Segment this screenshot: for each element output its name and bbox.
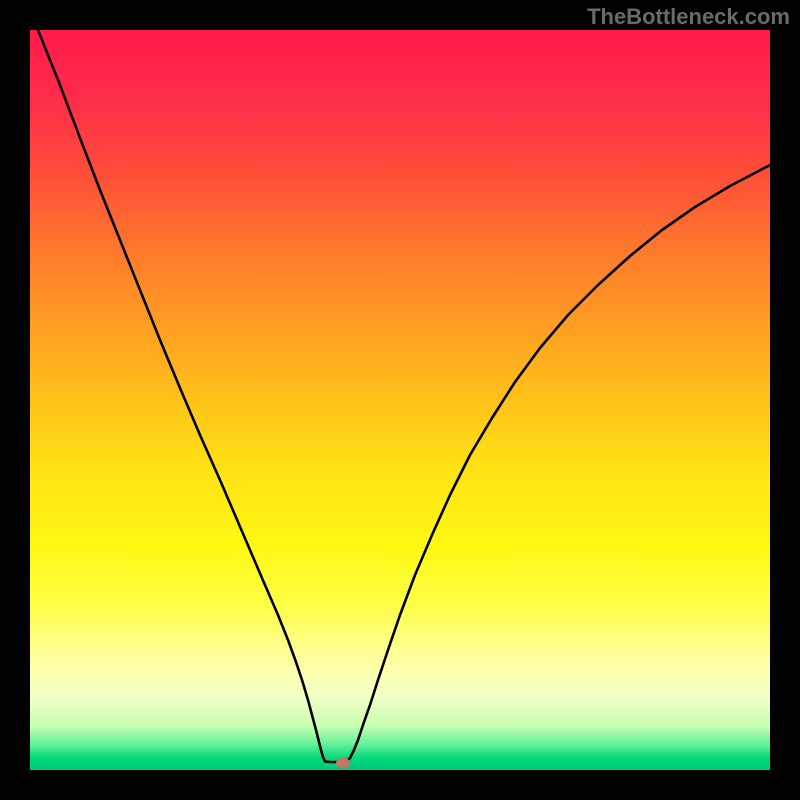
chart-container: TheBottleneck.com [0,0,800,800]
plot-area [30,30,770,770]
optimum-marker [336,758,350,769]
bottleneck-curve [30,30,770,770]
watermark-text: TheBottleneck.com [587,4,790,30]
